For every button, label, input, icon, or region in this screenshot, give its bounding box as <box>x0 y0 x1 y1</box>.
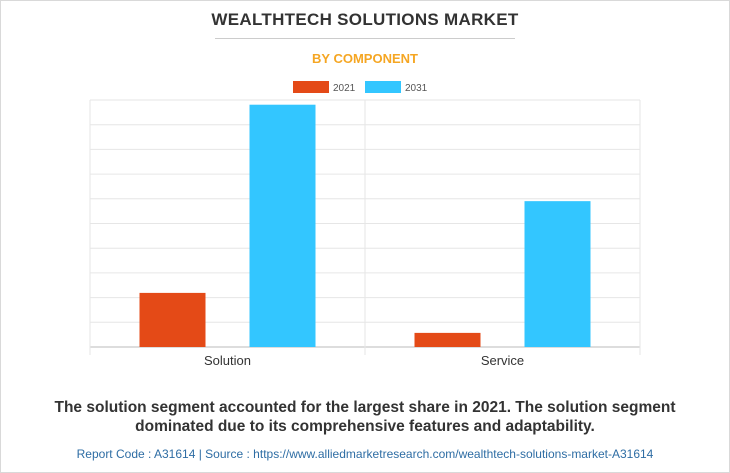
x-tick-label: Solution <box>204 353 251 368</box>
title-divider <box>215 38 515 39</box>
chart-subtitle: BY COMPONENT <box>312 51 418 66</box>
chart-title: WEALTHTECH SOLUTIONS MARKET <box>211 10 519 29</box>
x-axis-labels: Solution Service <box>204 353 524 368</box>
bar-chart: 2021 2031 Solution Service <box>89 81 641 368</box>
legend-label-2021: 2021 <box>333 83 356 94</box>
chart-caption: The solution segment accounted for the l… <box>54 399 676 435</box>
legend: 2021 2031 <box>293 81 428 94</box>
bars <box>139 104 591 347</box>
bar-solution-2021 <box>139 292 206 347</box>
bar-solution-2031 <box>249 104 316 347</box>
legend-swatch-2031 <box>365 81 401 93</box>
legend-swatch-2021 <box>293 81 329 93</box>
source-line: Report Code : A31614 | Source : https://… <box>76 447 654 461</box>
bar-service-2021 <box>414 332 481 347</box>
bar-service-2031 <box>524 201 591 347</box>
x-tick-label: Service <box>481 353 524 368</box>
legend-label-2031: 2031 <box>405 83 428 94</box>
